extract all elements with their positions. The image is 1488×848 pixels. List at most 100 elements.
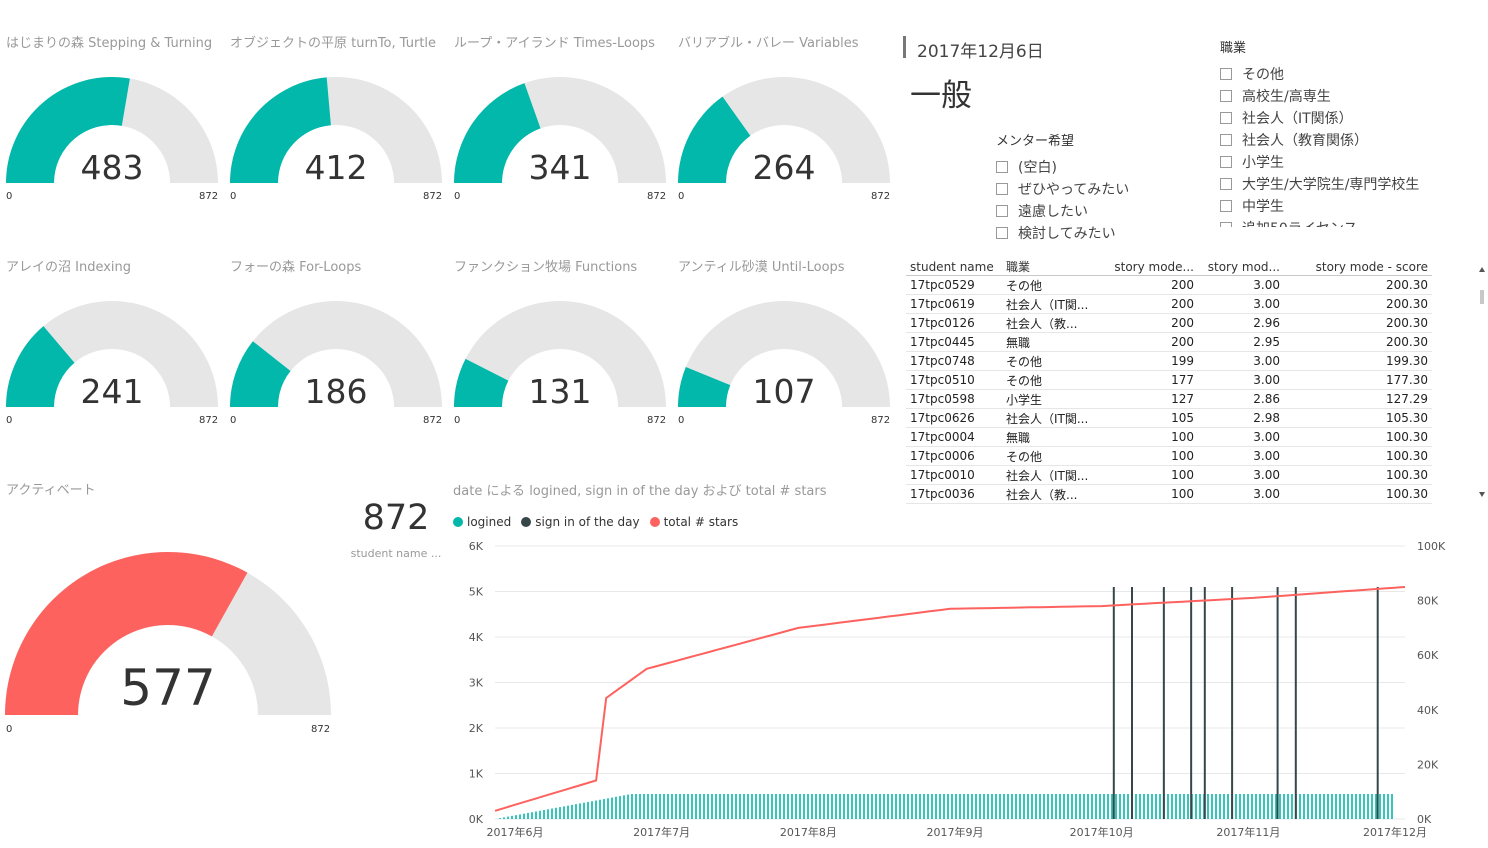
gauge-title: はじまりの森 Stepping & Turning bbox=[6, 36, 213, 51]
checkbox-icon[interactable] bbox=[1220, 222, 1232, 227]
mentor-slicer-title: メンター希望 bbox=[996, 134, 1075, 149]
gauge-min: 0 bbox=[6, 415, 13, 426]
y-left-tick: 5K bbox=[469, 586, 484, 599]
gauge-value: 412 bbox=[305, 148, 368, 187]
table-row[interactable]: 17tpc0004 無職 100 3.00 100.30 bbox=[906, 427, 1432, 447]
gauge-min: 0 bbox=[454, 415, 461, 426]
table-row[interactable]: 17tpc0626 社会人（IT関... 105 2.98 105.30 bbox=[906, 408, 1432, 428]
activate-gauge: 577 bbox=[5, 552, 331, 717]
x-tick: 2017年8月 bbox=[780, 825, 837, 838]
table-row[interactable]: 17tpc0445 無職 200 2.95 200.30 bbox=[906, 332, 1432, 352]
checkbox-icon[interactable] bbox=[996, 205, 1008, 217]
gauge-value: 241 bbox=[81, 372, 144, 411]
checkbox-icon[interactable] bbox=[996, 227, 1008, 239]
table-cell: 17tpc0006 bbox=[906, 446, 1002, 466]
occupation-option[interactable]: 高校生/高専生 bbox=[1220, 85, 1460, 107]
table-cell: 小学生 bbox=[1002, 389, 1102, 409]
mentor-option[interactable]: 検討してみたい bbox=[996, 222, 1196, 244]
gauge-fill bbox=[454, 358, 509, 407]
legend-item[interactable]: total # stars bbox=[649, 515, 739, 529]
gauge-8: 107 bbox=[678, 301, 890, 411]
scroll-down-icon bbox=[1479, 492, 1485, 497]
activate-title: アクティベート bbox=[6, 483, 96, 498]
gauge-value: 341 bbox=[529, 148, 592, 187]
checkbox-icon[interactable] bbox=[1220, 156, 1232, 168]
table-cell: 17tpc0510 bbox=[906, 370, 1002, 390]
checkbox-icon[interactable] bbox=[1220, 112, 1232, 124]
mentor-option[interactable]: 遠慮したい bbox=[996, 200, 1196, 222]
table-row[interactable]: 17tpc0510 その他 177 3.00 177.30 bbox=[906, 370, 1432, 390]
table-row[interactable]: 17tpc0598 小学生 127 2.86 127.29 bbox=[906, 389, 1432, 409]
column-header[interactable]: story mod... bbox=[1198, 258, 1284, 276]
table-row[interactable]: 17tpc0126 社会人（教... 200 2.96 200.30 bbox=[906, 313, 1432, 333]
occupation-option[interactable]: 大学生/大学院生/専門学校生 bbox=[1220, 173, 1460, 195]
checkbox-icon[interactable] bbox=[996, 161, 1008, 173]
table-scrollbar[interactable] bbox=[1478, 262, 1486, 504]
table-cell: 100.30 bbox=[1284, 446, 1432, 466]
occupation-option[interactable]: 追加50ライセンス bbox=[1220, 217, 1460, 227]
checkbox-icon[interactable] bbox=[1220, 90, 1232, 102]
table-row[interactable]: 17tpc0010 社会人（IT関... 100 3.00 100.30 bbox=[906, 465, 1432, 485]
table-cell: 社会人（IT関... bbox=[1002, 465, 1102, 485]
gauge-fill bbox=[230, 341, 291, 407]
table-cell: 100.30 bbox=[1284, 465, 1432, 485]
table-cell: 無職 bbox=[1002, 332, 1102, 352]
y-left-tick: 0K bbox=[469, 813, 484, 826]
gauge-fill bbox=[678, 367, 731, 407]
sign-in-series bbox=[1112, 586, 1379, 819]
table-cell: 17tpc0036 bbox=[906, 484, 1002, 504]
legend-item[interactable]: logined bbox=[453, 515, 511, 529]
column-header[interactable]: story mode - score bbox=[1284, 258, 1432, 276]
gauge-max: 872 bbox=[871, 415, 891, 426]
big-category-label: 一般 bbox=[910, 78, 972, 114]
legend-label: total # stars bbox=[663, 515, 739, 529]
mentor-option[interactable]: (空白) bbox=[996, 156, 1196, 178]
y-right-tick: 0K bbox=[1417, 813, 1432, 826]
occupation-option[interactable]: その他 bbox=[1220, 63, 1460, 85]
table-cell: その他 bbox=[1002, 351, 1102, 371]
table-row[interactable]: 17tpc0529 その他 200 3.00 200.30 bbox=[906, 275, 1432, 295]
table-cell: 2.86 bbox=[1198, 389, 1284, 409]
table-row[interactable]: 17tpc0619 社会人（IT関... 200 3.00 200.30 bbox=[906, 294, 1432, 314]
table-cell: 3.00 bbox=[1198, 465, 1284, 485]
checkbox-icon[interactable] bbox=[1220, 134, 1232, 146]
checkbox-icon[interactable] bbox=[996, 183, 1008, 195]
y-left-tick: 4K bbox=[469, 631, 484, 644]
occupation-option[interactable]: 小学生 bbox=[1220, 151, 1460, 173]
gauge-min: 0 bbox=[6, 191, 13, 202]
occupation-slicer: 職業 その他 高校生/高専生 社会人（IT関係） 社会人（教育関係） 小学生 大学生/大学… bbox=[1220, 37, 1460, 227]
legend-item[interactable]: sign in of the day bbox=[521, 515, 640, 529]
scroll-up-icon bbox=[1479, 267, 1485, 272]
gauge-4: 264 bbox=[678, 77, 890, 187]
mentor-option[interactable]: ぜひやってみたい bbox=[996, 178, 1196, 200]
gauge-value: 131 bbox=[529, 372, 592, 411]
table-row[interactable]: 17tpc0748 その他 199 3.00 199.30 bbox=[906, 351, 1432, 371]
gauge-title: ファンクション牧場 Functions bbox=[454, 260, 638, 275]
gauge-value: 483 bbox=[81, 148, 144, 187]
gauge-min: 0 bbox=[454, 191, 461, 202]
table-cell: 17tpc0010 bbox=[906, 465, 1002, 485]
column-header[interactable]: 職業 bbox=[1002, 258, 1102, 276]
table-row[interactable]: 17tpc0006 その他 100 3.00 100.30 bbox=[906, 446, 1432, 466]
column-header[interactable]: story mode... bbox=[1102, 258, 1198, 276]
gauge-value: 264 bbox=[753, 148, 816, 187]
table-cell: 3.00 bbox=[1198, 427, 1284, 447]
checkbox-icon[interactable] bbox=[1220, 200, 1232, 212]
y-left-tick: 1K bbox=[469, 768, 484, 781]
checkbox-icon[interactable] bbox=[1220, 178, 1232, 190]
table-cell: 100 bbox=[1102, 427, 1198, 447]
date-text: 2017年12月6日 bbox=[917, 42, 1044, 62]
gauge-title: アレイの沼 Indexing bbox=[6, 260, 132, 275]
occupation-option[interactable]: 社会人（IT関係） bbox=[1220, 107, 1460, 129]
column-header[interactable]: student name bbox=[906, 258, 1002, 276]
table-cell: 17tpc0748 bbox=[906, 351, 1002, 371]
occupation-option[interactable]: 中学生 bbox=[1220, 195, 1460, 217]
checkbox-icon[interactable] bbox=[1220, 68, 1232, 80]
table-cell: 3.00 bbox=[1198, 484, 1284, 504]
y-right-tick: 40K bbox=[1417, 704, 1439, 717]
table-cell: 200 bbox=[1102, 275, 1198, 295]
gauge-title: オブジェクトの平原 turnTo, Turtle bbox=[230, 36, 437, 51]
occupation-option[interactable]: 社会人（教育関係） bbox=[1220, 129, 1460, 151]
legend-dot-icon bbox=[453, 517, 463, 527]
table-row[interactable]: 17tpc0036 社会人（教... 100 3.00 100.30 bbox=[906, 484, 1432, 504]
